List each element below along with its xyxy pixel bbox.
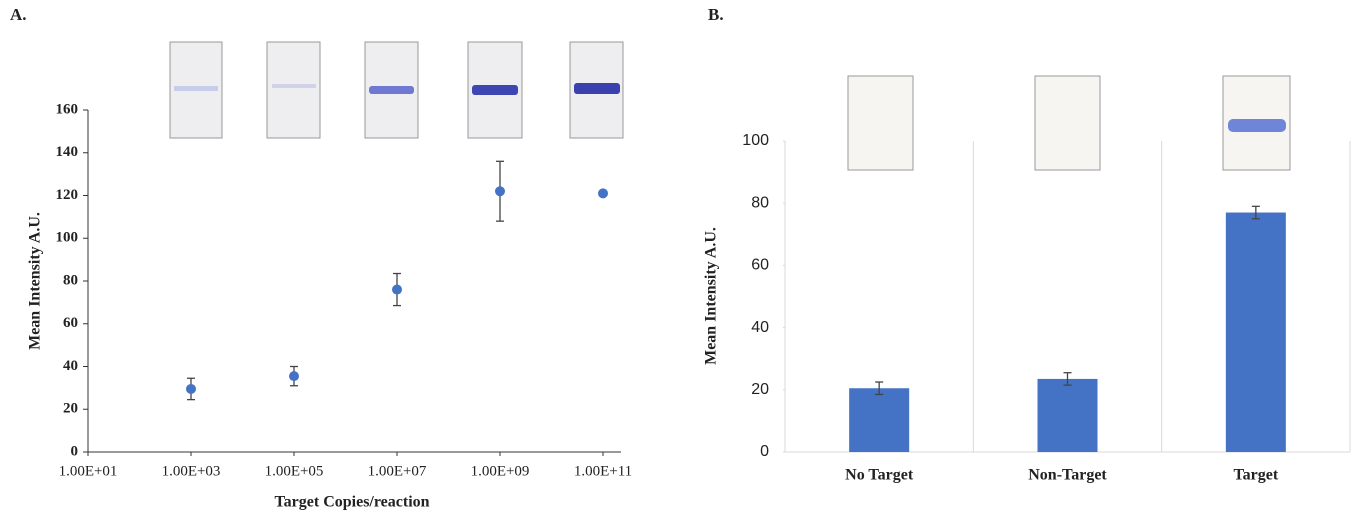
x-tick-label: Non-Target: [1028, 467, 1107, 484]
x-tick-label: 1.00E+11: [574, 463, 632, 479]
y-tick-label: 100: [742, 132, 769, 149]
error-bar: [1251, 205, 1260, 220]
bar: [1225, 212, 1286, 452]
y-tick-label: 140: [56, 144, 79, 160]
x-tick-label: 1.00E+07: [368, 463, 427, 479]
strip-band: [272, 84, 316, 88]
strip-band: [574, 83, 620, 94]
x-tick-label: 1.00E+03: [162, 463, 221, 479]
point: [495, 186, 505, 197]
strip-band: [472, 85, 518, 95]
y-tick-label: 20: [751, 381, 769, 398]
y-tick-label: 80: [751, 194, 769, 211]
y-tick-label: 20: [63, 401, 78, 417]
y-tick-label: 160: [56, 101, 79, 117]
strip: [847, 75, 914, 171]
point: [186, 383, 196, 394]
x-tick-label: Target: [1233, 467, 1278, 484]
strip-band: [174, 86, 218, 91]
x-tick-label: 1.00E+05: [265, 463, 324, 479]
strip: [266, 41, 321, 139]
x-tick-label: No Target: [845, 467, 914, 484]
strip-images: [169, 41, 1291, 171]
y-axis-title: Mean Intensity A.U.: [27, 212, 44, 350]
bar: [1037, 378, 1098, 452]
point: [289, 371, 299, 382]
y-tick-label: 0: [760, 443, 769, 460]
error-bar: [1063, 372, 1072, 386]
strip-band: [369, 86, 414, 94]
x-axis-title: Target Copies/reaction: [274, 494, 429, 511]
strip: [1034, 75, 1101, 171]
y-tick-label: 60: [751, 257, 769, 274]
y-axis-title: Mean Intensity A.U.: [703, 227, 720, 365]
bar: [849, 388, 910, 452]
strip-band: [1228, 119, 1286, 132]
point: [392, 284, 402, 295]
y-tick-label: 40: [751, 319, 769, 336]
y-tick-label: 120: [56, 187, 79, 203]
panel-label: A.: [10, 5, 27, 24]
y-tick-label: 80: [63, 272, 78, 288]
error-bar: [875, 381, 884, 396]
y-tick-label: 40: [63, 358, 78, 374]
x-tick-label: 1.00E+09: [471, 463, 530, 479]
x-tick-label: 1.00E+01: [59, 463, 118, 479]
panel-label: B.: [708, 5, 724, 24]
y-tick-label: 0: [71, 443, 79, 459]
point: [598, 188, 608, 199]
y-tick-label: 60: [63, 315, 78, 331]
y-tick-label: 100: [56, 230, 79, 246]
